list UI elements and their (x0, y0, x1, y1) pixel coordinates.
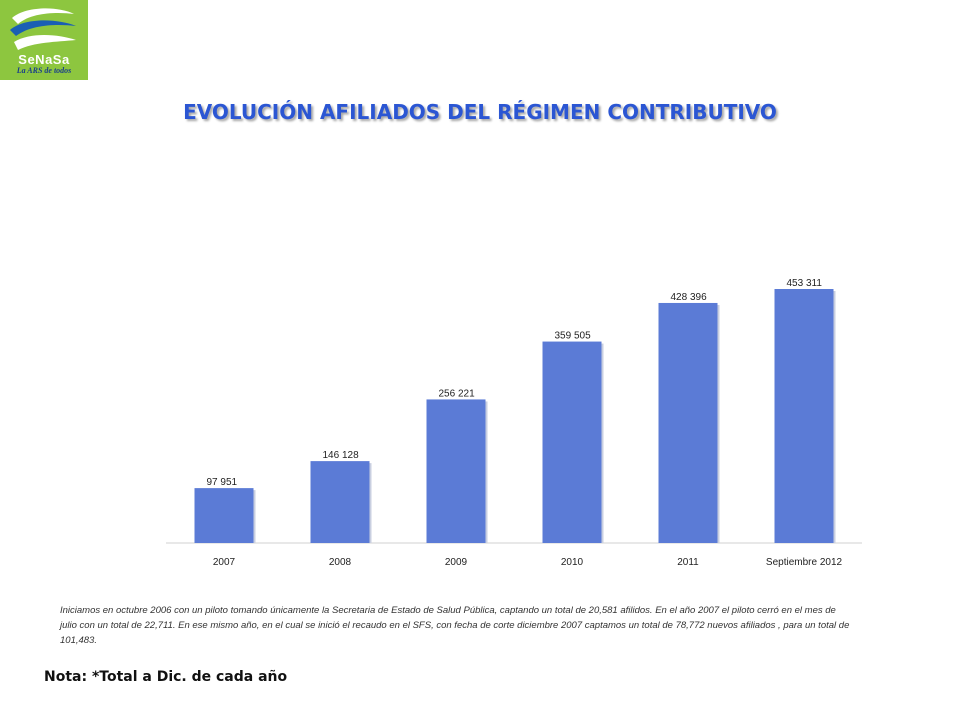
data-label: 359 505 (555, 331, 592, 342)
x-tick-label: 2009 (445, 557, 468, 568)
bar-2007 (194, 488, 254, 543)
x-tick-label: 2011 (677, 557, 699, 568)
bar-2010 (542, 341, 602, 543)
footnote: Nota: *Total a Dic. de cada año (44, 669, 288, 685)
explanatory-note: Iniciamos en octubre 2006 con un piloto … (60, 605, 850, 646)
data-label: 453 311 (787, 278, 823, 289)
bar-septiembre-2012 (774, 289, 834, 543)
data-label: 428 396 (671, 292, 708, 303)
chart-title: EVOLUCIÓN AFILIADOS DEL RÉGIMEN CONTRIBU… (183, 100, 777, 124)
logo-tagline: La ARS de todos (16, 66, 72, 75)
bar-2008 (310, 461, 370, 543)
data-label: 256 221 (439, 388, 476, 399)
logo-brand-text: SeNaSa (18, 52, 70, 67)
logo-swirl-icon (10, 8, 76, 50)
x-tick-label: 2010 (561, 557, 584, 568)
x-tick-label: Septiembre 2012 (766, 557, 843, 568)
data-label: 146 128 (323, 450, 360, 461)
data-label: 97 951 (207, 477, 238, 488)
bar-2009 (426, 399, 486, 543)
x-tick-label: 2007 (213, 557, 236, 568)
senasa-logo: SeNaSa La ARS de todos (0, 0, 88, 80)
x-tick-label: 2008 (329, 557, 352, 568)
bar-2011 (658, 302, 718, 543)
